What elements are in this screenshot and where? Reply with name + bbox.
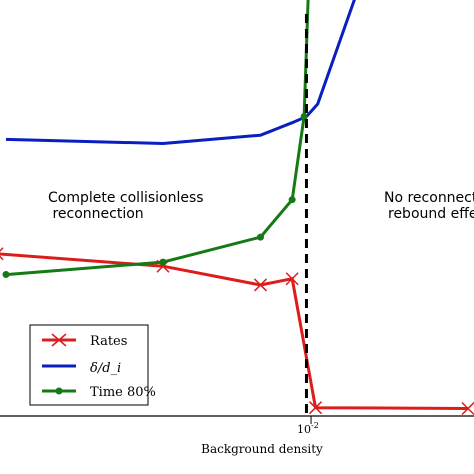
data-point-time	[159, 258, 167, 266]
data-point-rates	[285, 272, 299, 286]
annotation-left-line-2: reconnection	[48, 206, 144, 222]
legend-marker-time	[55, 387, 63, 395]
series-line-time	[5, 0, 310, 277]
data-point-rates	[461, 401, 474, 416]
legend-label-rates: Rates	[90, 334, 127, 349]
annotation-right-line-2: rebound effect	[388, 206, 474, 222]
x-axis-label: Background density	[201, 442, 323, 456]
annotation-right: No reconnection rebound effect	[384, 190, 474, 222]
legend: Rates δ/d_i Time 80%	[29, 324, 156, 406]
legend-entry-time: Time 80%	[42, 385, 156, 400]
annotation-left: Complete collisionless reconnection	[48, 190, 204, 222]
series-line-delta	[5, 0, 356, 145]
x-tick-label: 10-2	[297, 421, 319, 436]
tick-layer: 10-2	[297, 416, 319, 436]
series-layer	[0, 0, 474, 416]
annotation-right-line-1: No reconnection	[384, 190, 474, 206]
plot-area: 10-2	[0, 0, 474, 436]
data-point-rates	[253, 278, 268, 292]
data-point-rates	[0, 247, 4, 261]
legend-label-time: Time 80%	[90, 385, 156, 400]
data-point-time	[257, 233, 265, 241]
annotation-left-line-1: Complete collisionless	[48, 190, 204, 206]
data-point-time	[288, 196, 296, 204]
legend-label-delta: δ/d_i	[90, 361, 121, 376]
data-point-time	[300, 112, 308, 120]
legend-entry-rates: Rates	[42, 333, 127, 349]
legend-marker-rates	[51, 333, 67, 347]
legend-entry-delta: δ/d_i	[42, 361, 121, 376]
data-point-rates	[308, 401, 323, 415]
data-point-time	[2, 271, 10, 279]
